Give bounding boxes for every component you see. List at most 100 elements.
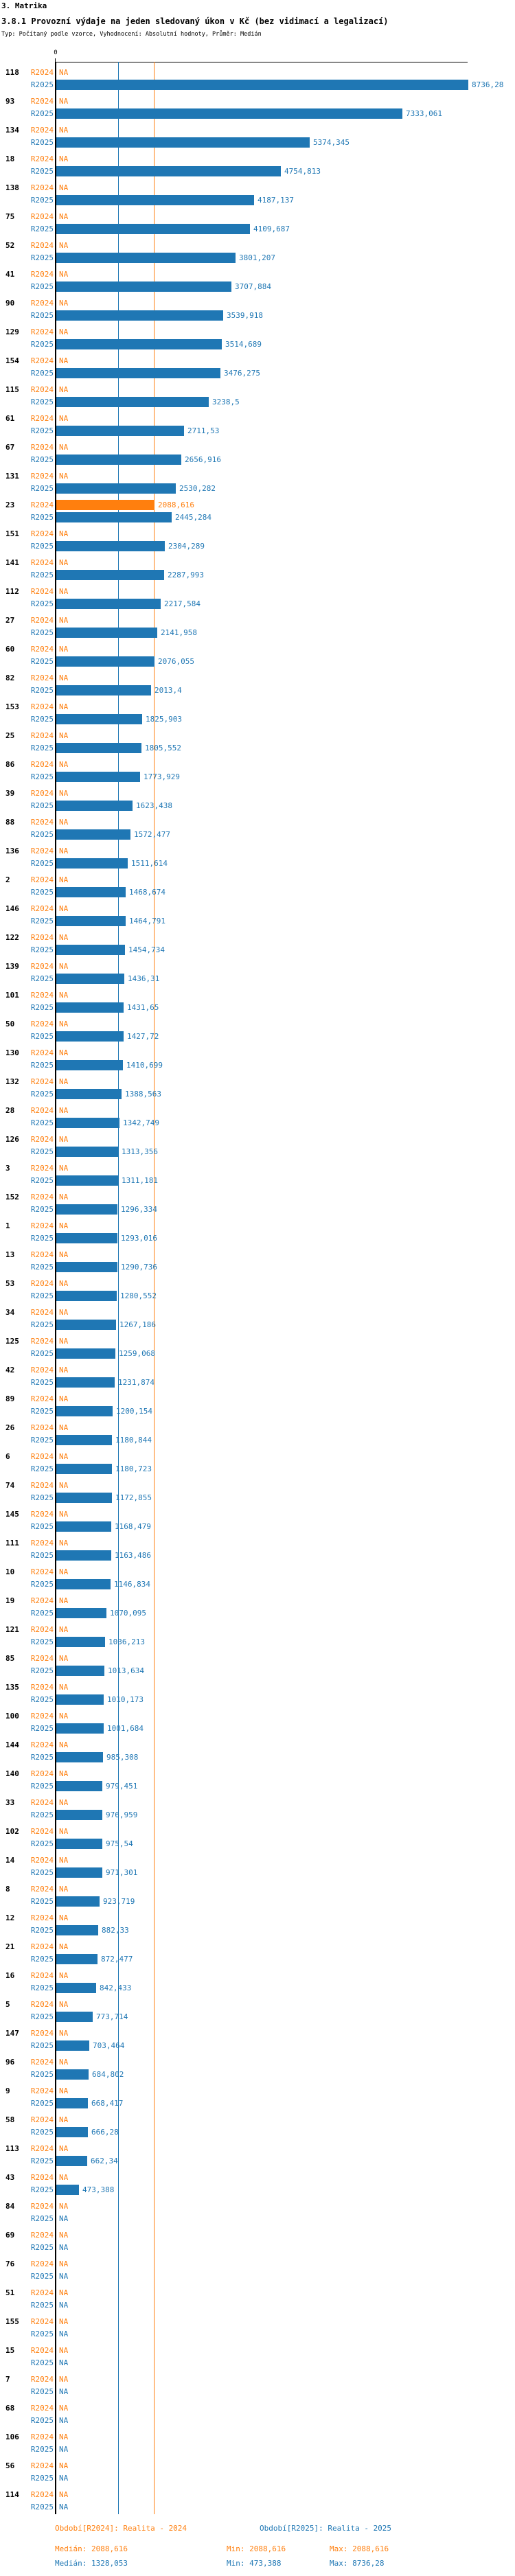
- bar-r2025: [56, 368, 220, 378]
- row-group: 135 R2024 NA R2025 1010,173: [0, 1681, 515, 1710]
- period-label: R2024: [30, 212, 54, 221]
- bar-row-r2025: R2025 2656,916: [0, 454, 515, 465]
- row-id: 100: [5, 1712, 19, 1721]
- period-label: R2024: [30, 933, 54, 942]
- bar-row-r2025: R2025 1431,65: [0, 1002, 515, 1013]
- bar-row-r2025: R2025 NA: [0, 2501, 515, 2512]
- bar-r2025: [56, 1608, 106, 1618]
- row-id: 3: [5, 1164, 10, 1173]
- period-label: R2025: [30, 772, 54, 781]
- period-label: R2025: [30, 1176, 54, 1185]
- na-label: NA: [59, 2358, 69, 2367]
- bar-row-r2025: R2025 1454,734: [0, 944, 515, 955]
- bar-row-r2024: R2024 NA: [0, 1537, 515, 1548]
- bar-row-r2024: R2024 NA: [0, 2345, 515, 2356]
- period-label: R2025: [30, 1147, 54, 1156]
- row-group: 27 R2024 NA R2025 2141,958: [0, 614, 515, 643]
- period-label: R2024: [30, 1769, 54, 1778]
- x-axis-tick-mark: [55, 58, 56, 62]
- bar-r2025: [56, 1983, 96, 1993]
- row-group: 67 R2024 NA R2025 2656,916: [0, 441, 515, 470]
- na-label: NA: [59, 587, 69, 596]
- period-label: R2024: [30, 1971, 54, 1980]
- bar-row-r2025: R2025 3707,884: [0, 281, 515, 292]
- bar-r2025: [56, 801, 133, 811]
- na-label: NA: [59, 1567, 69, 1576]
- bar-row-r2025: R2025 NA: [0, 2357, 515, 2368]
- period-label: R2024: [30, 1337, 54, 1346]
- period-label: R2024: [30, 875, 54, 884]
- value-label: 1436,31: [128, 974, 160, 983]
- bar-row-r2025: R2025 1313,356: [0, 1146, 515, 1157]
- bar-row-r2024: R2024 NA: [0, 67, 515, 78]
- na-label: NA: [59, 2058, 69, 2067]
- bar-row-r2025: R2025 684,802: [0, 2069, 515, 2080]
- row-group: 112 R2024 NA R2025 2217,584: [0, 586, 515, 614]
- row-id: 27: [5, 616, 15, 625]
- bar-row-r2024: R2024 2088,616: [0, 499, 515, 510]
- na-label: NA: [59, 1164, 69, 1173]
- bar-row-r2025: R2025 1388,563: [0, 1088, 515, 1099]
- value-label: 2304,289: [168, 542, 205, 551]
- row-group: 5 R2024 NA R2025 773,714: [0, 1999, 515, 2027]
- period-label: R2025: [30, 1378, 54, 1387]
- row-id: 90: [5, 299, 15, 308]
- row-id: 18: [5, 154, 15, 163]
- na-label: NA: [59, 1221, 69, 1230]
- bar-row-r2025: R2025 1010,173: [0, 1694, 515, 1705]
- bar-row-r2025: R2025 985,308: [0, 1751, 515, 1762]
- value-label: 2287,993: [168, 571, 204, 579]
- value-label: 3539,918: [227, 311, 263, 320]
- bar-r2025: [56, 1406, 113, 1416]
- value-label: 2013,4: [154, 686, 182, 695]
- period-label: R2025: [30, 715, 54, 724]
- na-label: NA: [59, 2404, 69, 2413]
- na-label: NA: [59, 241, 69, 250]
- na-label: NA: [59, 2490, 69, 2499]
- period-label: R2024: [30, 1798, 54, 1807]
- period-label: R2024: [30, 2317, 54, 2326]
- bar-row-r2024: R2024 NA: [0, 2143, 515, 2154]
- legend-2025-max: Max: 8736,28: [330, 2559, 385, 2568]
- bar-row-r2024: R2024 NA: [0, 1191, 515, 1202]
- row-group: 86 R2024 NA R2025 1773,929: [0, 759, 515, 787]
- period-label: R2024: [30, 154, 54, 163]
- bar-r2025: [56, 1464, 112, 1474]
- bar-row-r2024: R2024 NA: [0, 1768, 515, 1779]
- bar-row-r2025: R2025 1163,486: [0, 1550, 515, 1561]
- row-group: 152 R2024 NA R2025 1296,334: [0, 1191, 515, 1220]
- bar-row-r2024: R2024 NA: [0, 2402, 515, 2413]
- bar-r2025: [56, 253, 236, 263]
- na-label: NA: [59, 558, 69, 567]
- value-label: 1342,749: [123, 1118, 159, 1127]
- bar-r2025: [56, 685, 151, 695]
- row-group: 28 R2024 NA R2025 1342,749: [0, 1105, 515, 1134]
- bar-row-r2025: R2025 882,33: [0, 1924, 515, 1935]
- value-label: 1572,477: [134, 830, 170, 839]
- na-label: NA: [59, 904, 69, 913]
- period-label: R2024: [30, 2288, 54, 2297]
- period-label: R2025: [30, 2099, 54, 2108]
- bar-r2025: [56, 1752, 103, 1762]
- na-label: NA: [59, 2503, 69, 2511]
- value-label: 1180,723: [115, 1464, 152, 1473]
- bar-row-r2024: R2024 NA: [0, 1739, 515, 1750]
- row-group: 154 R2024 NA R2025 3476,275: [0, 355, 515, 384]
- na-label: NA: [59, 1769, 69, 1778]
- period-label: R2025: [30, 2358, 54, 2367]
- bar-r2025: [56, 1521, 111, 1532]
- bar-row-r2024: R2024 NA: [0, 2085, 515, 2096]
- value-label: 2088,616: [158, 501, 194, 509]
- na-label: NA: [59, 414, 69, 423]
- bar-row-r2025: R2025 1290,736: [0, 1261, 515, 1272]
- row-group: 89 R2024 NA R2025 1200,154: [0, 1393, 515, 1422]
- period-label: R2024: [30, 1423, 54, 1432]
- bar-r2025: [56, 1666, 104, 1676]
- row-id: 5: [5, 2000, 10, 2009]
- period-label: R2025: [30, 426, 54, 435]
- row-group: 12 R2024 NA R2025 882,33: [0, 1912, 515, 1941]
- row-group: 7 R2024 NA R2025 NA: [0, 2373, 515, 2402]
- period-label: R2025: [30, 1609, 54, 1618]
- na-label: NA: [59, 818, 69, 827]
- bar-row-r2024: R2024 NA: [0, 2258, 515, 2269]
